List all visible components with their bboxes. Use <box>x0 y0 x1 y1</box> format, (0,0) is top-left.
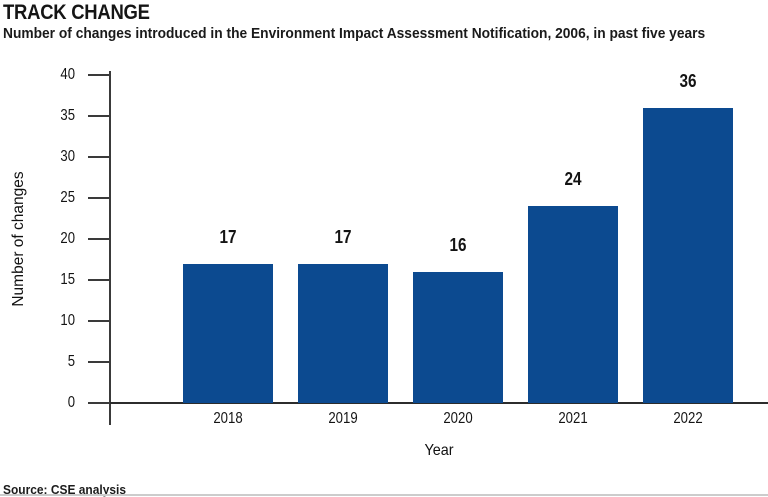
y-axis-line <box>109 71 111 425</box>
bar-value-label: 17 <box>334 226 352 247</box>
x-tick-label: 2018 <box>213 410 243 427</box>
bar-value-label: 36 <box>679 70 697 91</box>
x-tick-label: 2021 <box>558 410 588 427</box>
x-tick-label: 2019 <box>328 410 358 427</box>
y-tick-label: 10 <box>60 312 75 329</box>
plot-area: 0 5 10 15 20 25 30 35 40 17 2018 17 2019 16 2020 24 2021… <box>60 66 768 427</box>
y-tick-mark <box>88 115 110 117</box>
y-tick-mark <box>88 402 110 404</box>
y-tick-mark <box>88 320 110 322</box>
y-tick-label: 15 <box>60 271 75 288</box>
chart-title: TRACK CHANGE <box>3 1 150 24</box>
bar-2021 <box>528 206 618 403</box>
y-tick-mark <box>88 74 110 76</box>
y-tick-label: 25 <box>60 189 75 206</box>
bar-2019 <box>298 263 388 403</box>
y-tick-label: 30 <box>60 148 75 165</box>
y-tick-label: 20 <box>60 230 75 247</box>
bar-value-label: 16 <box>449 234 467 255</box>
y-tick-label: 5 <box>67 353 75 370</box>
x-axis-line <box>88 402 768 404</box>
bar-value-label: 24 <box>564 169 582 190</box>
x-tick-label: 2020 <box>443 410 473 427</box>
bar-2020 <box>413 271 503 403</box>
y-tick-label: 0 <box>67 394 75 411</box>
bar-2022 <box>643 107 733 403</box>
bottom-divider <box>0 494 768 496</box>
bar-value-label: 17 <box>219 226 237 247</box>
x-tick-label: 2022 <box>673 410 703 427</box>
source-note: Source: CSE analysis <box>3 482 126 497</box>
y-tick-mark <box>88 279 110 281</box>
y-tick-mark <box>88 197 110 199</box>
chart-subtitle: Number of changes introduced in the Envi… <box>3 26 706 42</box>
y-tick-mark <box>88 361 110 363</box>
x-axis-title: Year <box>424 442 454 459</box>
y-tick-mark <box>88 156 110 158</box>
bar-2018 <box>183 263 273 403</box>
y-tick-label: 40 <box>60 66 75 83</box>
y-tick-label: 35 <box>60 107 75 124</box>
y-tick-mark <box>88 238 110 240</box>
